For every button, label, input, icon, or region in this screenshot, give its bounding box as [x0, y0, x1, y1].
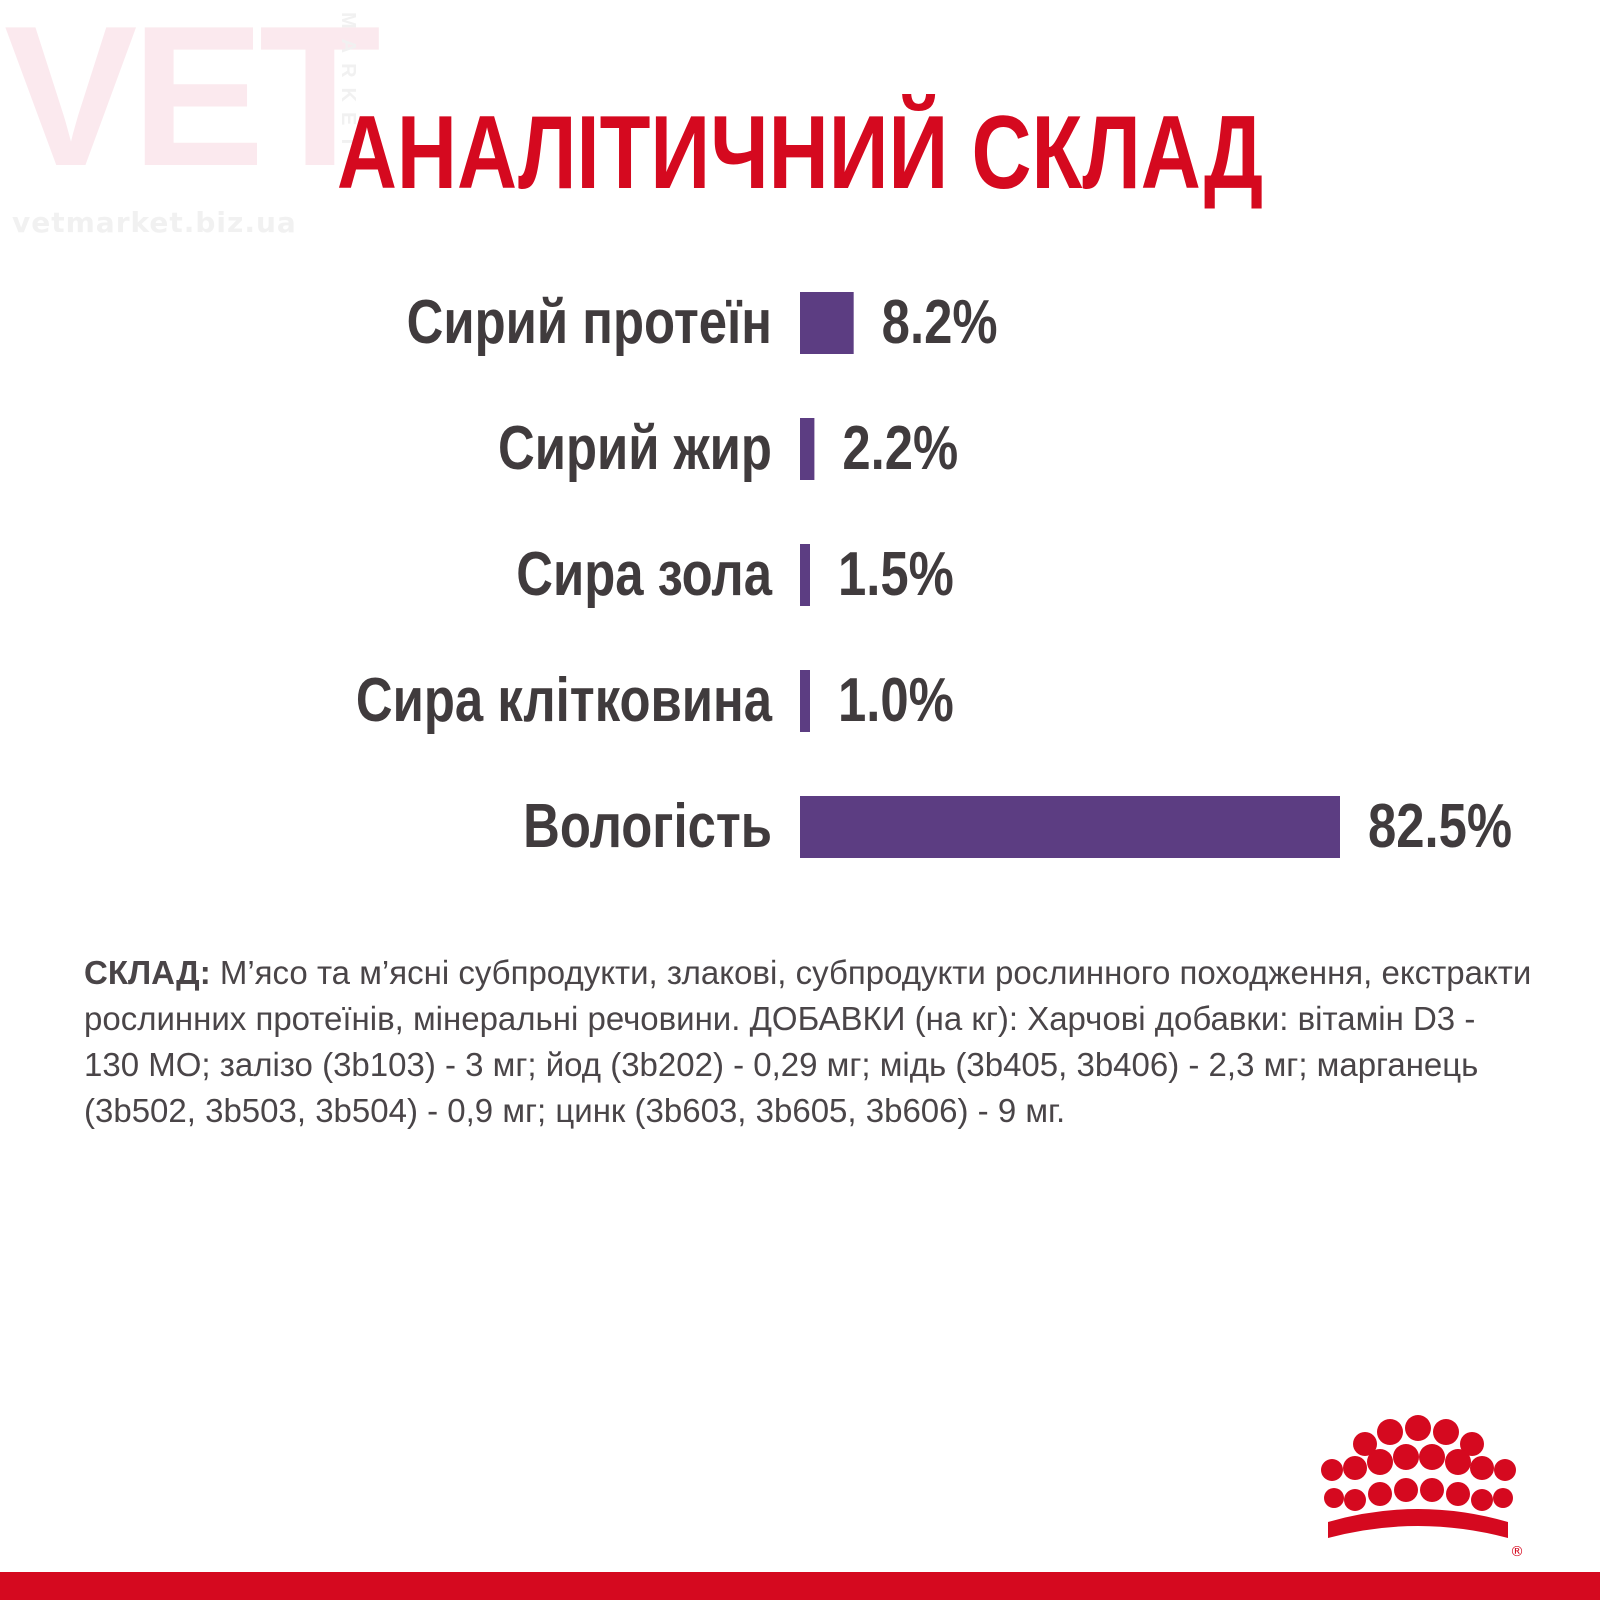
- composition-body: М’ясо та м’ясні субпродукти, злакові, су…: [84, 954, 1532, 1129]
- category-label: Сирий протеїн: [407, 289, 772, 358]
- category-label: Вологість: [523, 793, 772, 862]
- bar: [800, 544, 810, 606]
- composition-label: СКЛАД:: [84, 954, 211, 991]
- composition-text: СКЛАД: М’ясо та м’ясні субпродукти, злак…: [84, 950, 1534, 1134]
- category-label: Сира клітковина: [356, 667, 772, 736]
- value-label: 1.0%: [838, 667, 954, 736]
- bar: [800, 670, 810, 732]
- category-label: Сира зола: [516, 541, 772, 610]
- bar: [800, 418, 815, 480]
- category-label: Сирий жир: [498, 415, 772, 484]
- bar: [800, 292, 854, 354]
- bar: [800, 796, 1340, 858]
- value-label: 2.2%: [842, 415, 958, 484]
- value-label: 8.2%: [882, 289, 998, 358]
- page-title: АНАЛІТИЧНИЙ СКЛАД: [336, 95, 1264, 211]
- analytical-composition-chart: Сирий протеїн 8.2% Сирий жир 2.2% Сира зола 1…: [356, 289, 1512, 862]
- value-label: 1.5%: [838, 541, 954, 610]
- bottom-red-bar: [0, 1572, 1600, 1600]
- value-label: 82.5%: [1368, 793, 1512, 862]
- royal-canin-crown-icon: ®: [1321, 1415, 1524, 1560]
- registered-mark: ®: [1510, 1544, 1524, 1560]
